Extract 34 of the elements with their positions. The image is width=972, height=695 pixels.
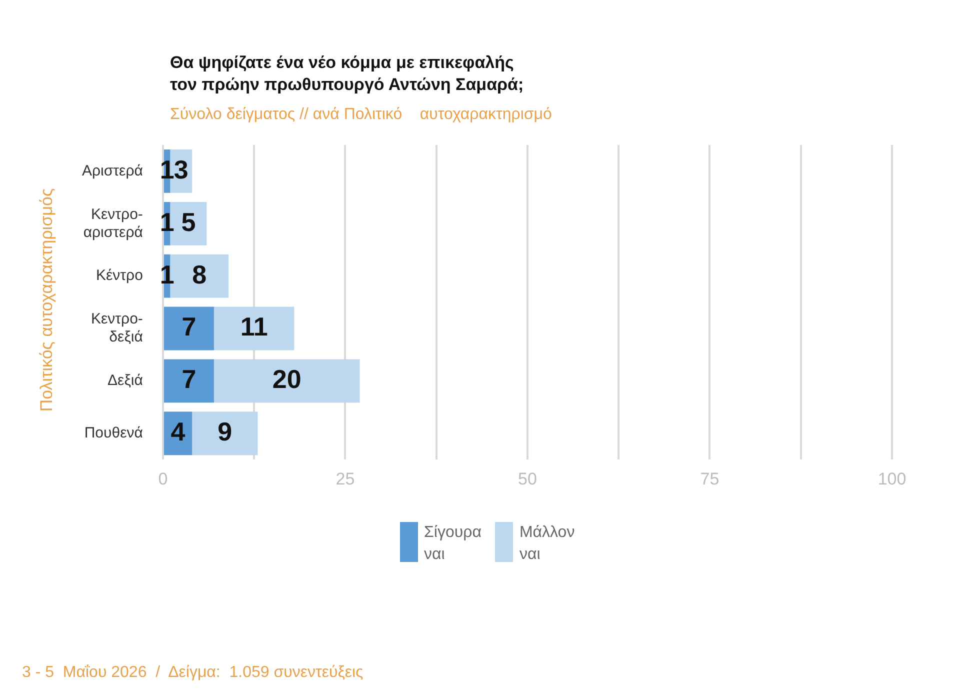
x-tick-label: 25	[336, 469, 355, 488]
y-tick-label: Κεντρο- αριστερά	[83, 206, 144, 241]
x-tick-label: 75	[700, 469, 720, 488]
data-label: 1	[160, 206, 174, 237]
data-label: 9	[218, 416, 232, 447]
x-tick-label: 50	[518, 469, 537, 488]
data-label: 3	[174, 154, 188, 184]
text: Μάλλον ναι	[519, 523, 575, 565]
text: 3 - 5 Μαΐου 2026 / Δείγμα: 1.059 συνεντεύξεις	[22, 664, 364, 682]
bar	[192, 412, 258, 456]
y-tick-label: Δεξιά	[108, 372, 144, 390]
bar	[164, 359, 214, 403]
data-label: 11	[240, 312, 268, 342]
data-label: 8	[192, 259, 207, 290]
bar	[214, 359, 360, 403]
data-label: 20	[272, 364, 302, 394]
chart-title: Θα ψηφίζατε ένα νέο κόμμα με επικεφαλής τον πρώην πρωθυπουργό Αντώνη Σαμαρά;	[170, 52, 524, 96]
y-axis-title: Πολιτικός αυτοχαρακτηρισμός	[37, 188, 57, 412]
chart-subtitle: Σύνολο δείγματος // ανά Πολιτικό αυτοχαρακτηρισμό	[170, 106, 552, 124]
y-tick-label: Αριστερά	[82, 162, 144, 180]
data-label: 1	[160, 154, 174, 184]
x-tick-label: 0	[158, 469, 168, 488]
bar	[164, 306, 214, 350]
text: Σίγουρα ναι	[424, 523, 482, 565]
data-label: 5	[181, 206, 196, 237]
data-label: 7	[182, 312, 196, 342]
x-tick-label: 100	[878, 469, 906, 488]
bar	[214, 306, 294, 350]
y-tick-label: Κέντρο	[96, 267, 143, 284]
y-tick-label: Κεντρο- δεξιά	[90, 310, 144, 346]
data-label: 1	[160, 259, 174, 290]
data-label: 7	[182, 364, 196, 394]
y-tick-label: Πουθενά	[84, 424, 144, 442]
data-label: 4	[170, 416, 186, 447]
